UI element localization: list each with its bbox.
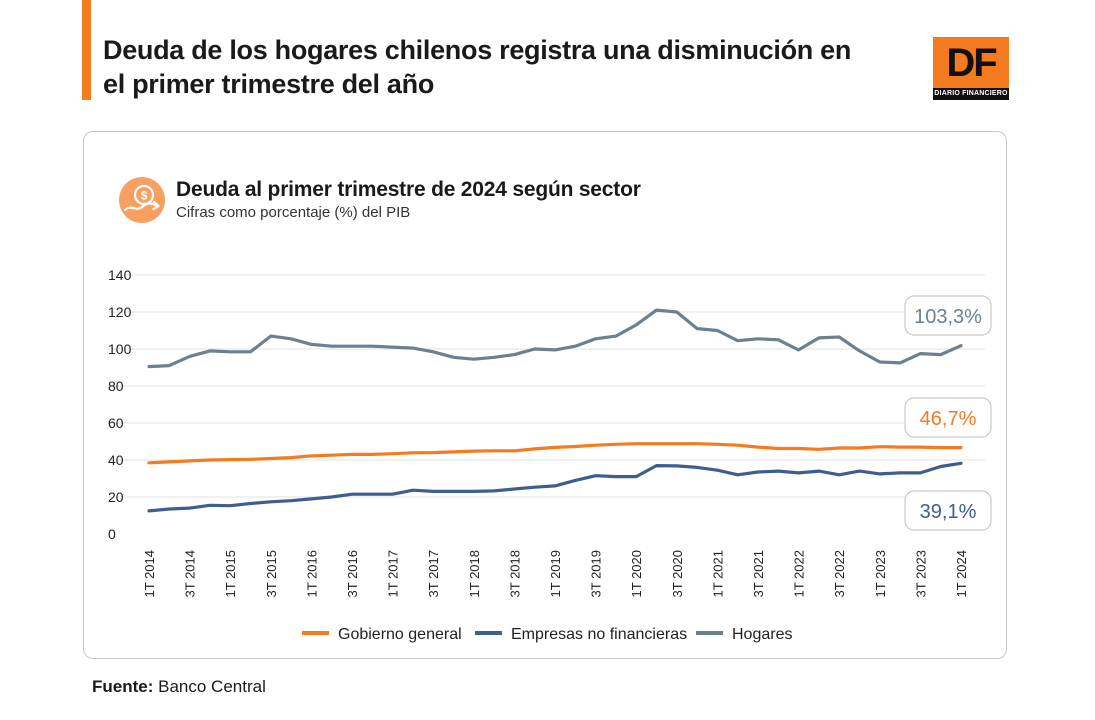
y-tick-label: 140 [108,267,132,283]
y-tick-label: 20 [108,489,124,505]
headline-accent-bar [82,0,91,100]
chart-subtitle: Cifras como porcentaje (%) del PIB [176,204,411,221]
end-label-value: 39,1% [920,501,977,523]
x-tick-label: 1T 2020 [629,550,644,597]
df-logo: DF DIARIO FINANCIERO [933,37,1009,100]
y-tick-label: 60 [108,415,124,431]
chart-card [83,131,1007,659]
x-tick-label: 1T 2019 [548,550,563,597]
series-line-empresas-no-financieras [147,461,963,513]
x-tick-label: 1T 2018 [467,550,482,597]
x-tick-label: 3T 2023 [913,550,928,597]
x-tick-label: 3T 2016 [345,550,360,597]
x-tick-label: 1T 2014 [142,550,157,597]
x-tick-label: 3T 2018 [507,550,522,597]
y-tick-label: 100 [108,341,132,357]
legend-item-empresas-no-financieras: Empresas no financieras [475,626,687,643]
end-label-gobierno-general: 46,7% [904,397,992,438]
chart-title: Deuda al primer trimestre de 2024 según … [176,178,641,201]
legend-item-gobierno-general: Gobierno general [302,626,462,643]
end-label-box [904,397,992,438]
x-tick-label: 1T 2024 [954,550,969,597]
logo-tagline: DIARIO FINANCIERO [933,88,1009,100]
end-label-box [904,490,992,531]
x-tick-label: 1T 2015 [223,550,238,597]
source-text: Banco Central [158,677,266,696]
legend-item-hogares: Hogares [696,626,792,643]
end-label-value: 103,3% [914,306,982,328]
svg-text:$: $ [141,189,148,203]
x-tick-label: 3T 2017 [426,550,441,597]
x-tick-label: 3T 2015 [264,550,279,597]
x-tick-label: 1T 2021 [710,550,725,597]
end-label-value: 46,7% [920,408,977,430]
series-line-gobierno-general [147,442,963,465]
x-tick-label: 3T 2021 [751,550,766,597]
legend-label: Gobierno general [338,626,462,643]
x-tick-label: 1T 2017 [386,550,401,597]
y-tick-label: 40 [108,452,124,468]
source-note: Fuente: Banco Central [92,677,266,697]
y-tick-label: 0 [108,526,116,542]
x-tick-label: 3T 2019 [589,550,604,597]
x-tick-label: 1T 2016 [304,550,319,597]
end-label-empresas-no-financieras: 39,1% [904,490,992,531]
x-tick-label: 3T 2022 [832,550,847,597]
end-label-hogares: 103,3% [904,295,992,336]
y-tick-label: 80 [108,378,124,394]
x-tick-label: 3T 2020 [670,550,685,597]
x-tick-label: 1T 2022 [792,550,807,597]
money-trend-icon: $ [119,177,165,223]
logo-letters: DF [946,41,997,85]
series-line-hogares [147,308,963,369]
page-headline: Deuda de los hogares chilenos registra u… [103,35,852,99]
y-tick-label: 120 [108,304,132,320]
legend-label: Hogares [732,626,792,643]
x-tick-label: 1T 2023 [873,550,888,597]
x-tick-label: 3T 2014 [183,550,198,597]
end-label-box [904,295,992,336]
legend-label: Empresas no financieras [511,626,687,643]
source-label: Fuente: [92,677,154,696]
